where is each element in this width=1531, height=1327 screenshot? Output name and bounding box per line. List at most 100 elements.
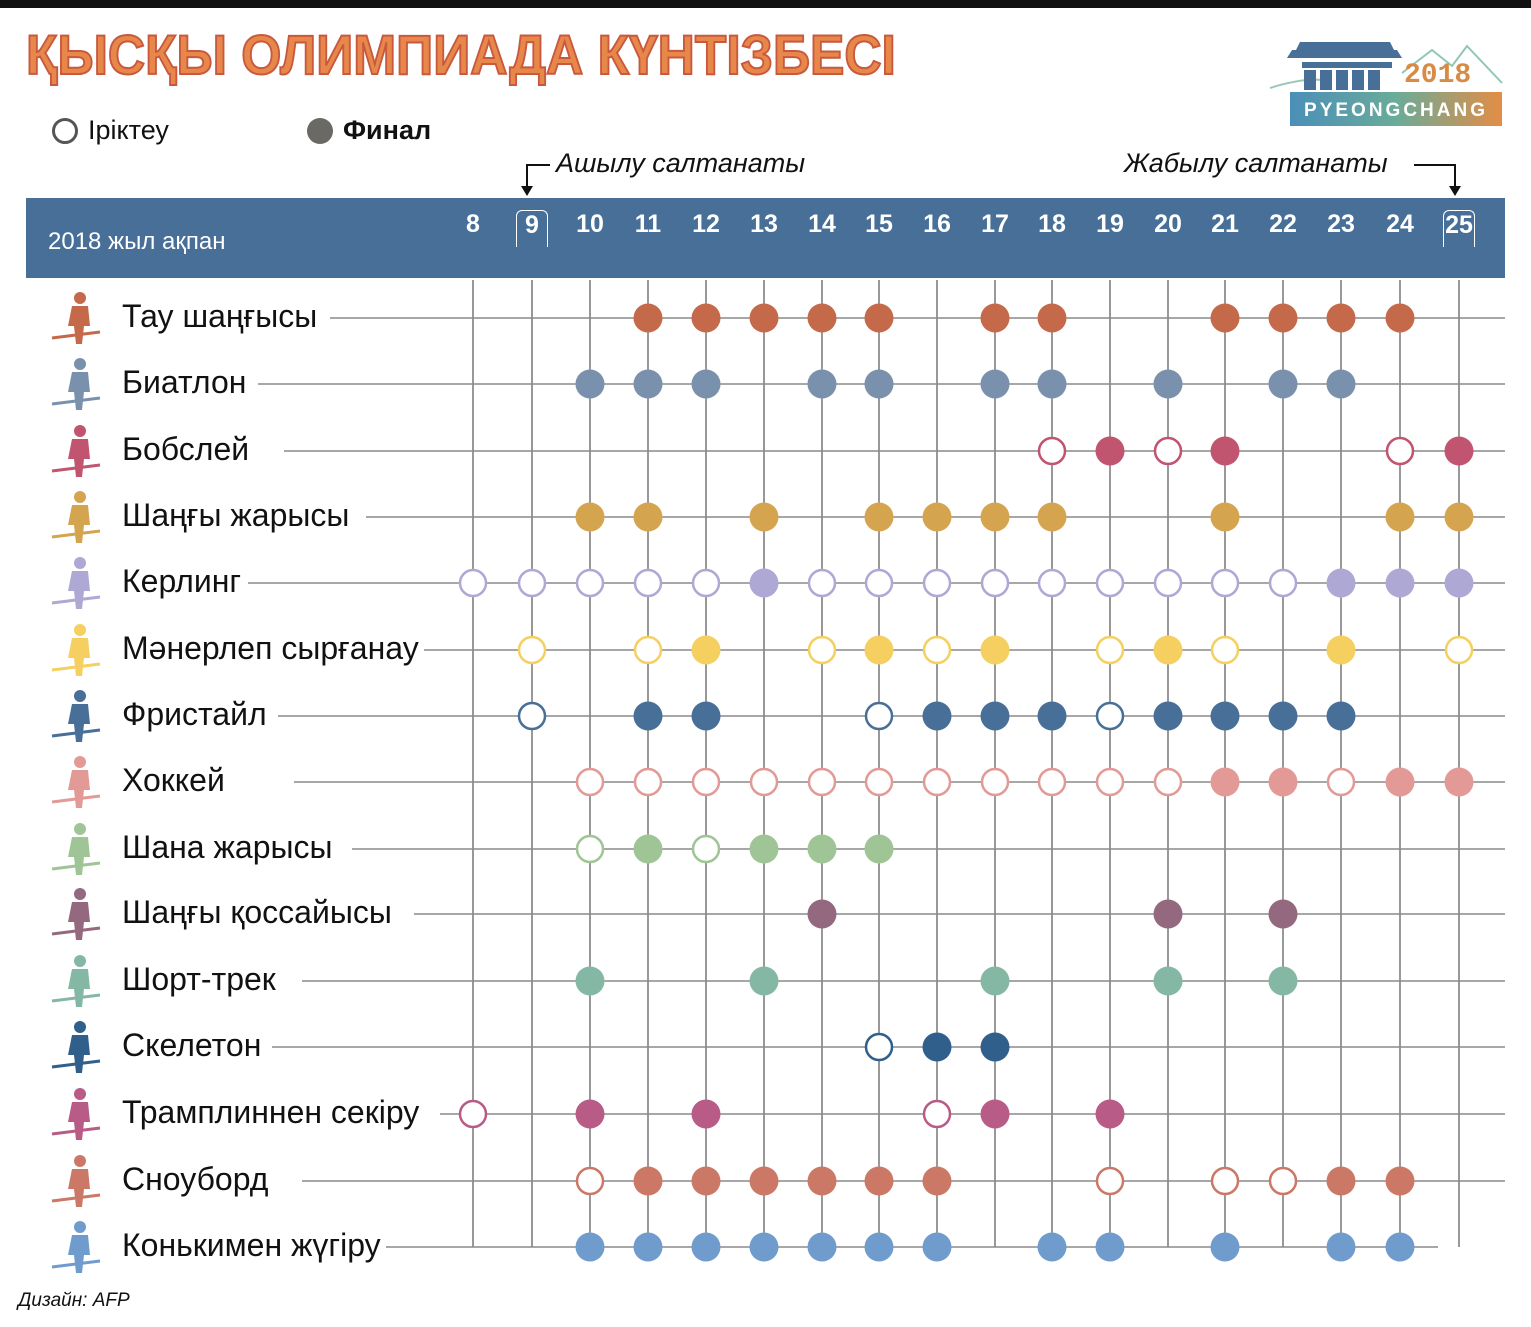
final-event-dot bbox=[922, 1232, 952, 1262]
qualifying-event-dot bbox=[749, 767, 779, 797]
final-event-dot bbox=[1444, 767, 1474, 797]
opening-ceremony-leader bbox=[526, 164, 550, 166]
sport-label: Шаңғы қоссайысы bbox=[122, 894, 396, 930]
sport-silhouette-icon bbox=[40, 421, 110, 481]
final-event-dot bbox=[980, 369, 1010, 399]
final-event-dot bbox=[691, 1232, 721, 1262]
filled-circle-icon bbox=[307, 117, 333, 144]
final-event-dot bbox=[922, 1166, 952, 1196]
day-16: 16 bbox=[923, 210, 951, 238]
qualifying-event-dot bbox=[1095, 1166, 1125, 1196]
final-event-dot bbox=[864, 635, 894, 665]
pyeongchang-2018-logo: 2018 PYEONGCHANG bbox=[1269, 42, 1503, 126]
qualifying-event-dot bbox=[980, 767, 1010, 797]
qualifying-event-dot bbox=[633, 635, 663, 665]
qualifying-event-dot bbox=[1037, 767, 1067, 797]
legend-final-label: Финал bbox=[343, 115, 432, 145]
legend-final: Финал bbox=[307, 115, 431, 146]
closing-ceremony-label: Жабылу салтанаты bbox=[1124, 148, 1388, 178]
final-event-dot bbox=[1326, 1166, 1356, 1196]
sport-label: Конькимен жүгіру bbox=[122, 1227, 385, 1263]
sport-label: Керлинг bbox=[122, 563, 246, 599]
qualifying-event-dot bbox=[1210, 1166, 1240, 1196]
qualifying-event-dot bbox=[1326, 767, 1356, 797]
qualifying-event-dot bbox=[1095, 568, 1125, 598]
final-event-dot bbox=[807, 834, 837, 864]
qualifying-event-dot bbox=[575, 834, 605, 864]
sport-label: Тау шаңғысы bbox=[122, 298, 322, 334]
day-17: 17 bbox=[981, 210, 1009, 238]
sport-label: Трамплиннен секіру bbox=[122, 1094, 424, 1130]
sport-silhouette-icon bbox=[40, 553, 110, 613]
final-event-dot bbox=[1210, 502, 1240, 532]
final-event-dot bbox=[691, 369, 721, 399]
final-event-dot bbox=[633, 701, 663, 731]
qualifying-event-dot bbox=[517, 635, 547, 665]
final-event-dot bbox=[691, 701, 721, 731]
day-21: 21 bbox=[1211, 210, 1239, 238]
qualifying-event-dot bbox=[1153, 767, 1183, 797]
qualifying-event-dot bbox=[864, 701, 894, 731]
final-event-dot bbox=[807, 369, 837, 399]
day-15: 15 bbox=[865, 210, 893, 238]
qualifying-event-dot bbox=[1095, 767, 1125, 797]
final-event-dot bbox=[922, 502, 952, 532]
final-event-dot bbox=[1385, 303, 1415, 333]
sport-label: Шаңғы жарысы bbox=[122, 497, 354, 533]
legend-qualifying: Іріктеу bbox=[52, 115, 169, 146]
qualifying-event-dot bbox=[575, 767, 605, 797]
arrow-down-icon bbox=[1449, 186, 1461, 196]
day-22: 22 bbox=[1269, 210, 1297, 238]
day-24: 24 bbox=[1386, 210, 1414, 238]
qualifying-event-dot bbox=[691, 834, 721, 864]
final-event-dot bbox=[1326, 701, 1356, 731]
qualifying-event-dot bbox=[633, 568, 663, 598]
sport-silhouette-icon bbox=[40, 1084, 110, 1144]
final-event-dot bbox=[633, 502, 663, 532]
opening-ceremony-label: Ашылу салтанаты bbox=[556, 148, 806, 178]
final-event-dot bbox=[749, 834, 779, 864]
final-event-dot bbox=[980, 1099, 1010, 1129]
final-event-dot bbox=[980, 701, 1010, 731]
final-event-dot bbox=[980, 635, 1010, 665]
month-label: 2018 жыл ақпан bbox=[48, 228, 226, 255]
final-event-dot bbox=[633, 1232, 663, 1262]
day-14: 14 bbox=[808, 210, 836, 238]
final-event-dot bbox=[864, 834, 894, 864]
sport-silhouette-icon bbox=[40, 487, 110, 547]
qualifying-event-dot bbox=[458, 1099, 488, 1129]
final-event-dot bbox=[749, 1232, 779, 1262]
qualifying-event-dot bbox=[691, 767, 721, 797]
day-13: 13 bbox=[750, 210, 778, 238]
legend-qualifying-label: Іріктеу bbox=[88, 115, 169, 145]
final-event-dot bbox=[980, 966, 1010, 996]
final-event-dot bbox=[575, 369, 605, 399]
day-11: 11 bbox=[634, 210, 662, 238]
sport-label: Мәнерлеп сырғанау bbox=[122, 630, 423, 666]
closing-ceremony-leader bbox=[1414, 164, 1456, 166]
final-event-dot bbox=[1210, 701, 1240, 731]
final-event-dot bbox=[1444, 568, 1474, 598]
qualifying-event-dot bbox=[922, 635, 952, 665]
final-event-dot bbox=[864, 502, 894, 532]
final-event-dot bbox=[633, 303, 663, 333]
final-event-dot bbox=[1326, 1232, 1356, 1262]
qualifying-event-dot bbox=[458, 568, 488, 598]
final-event-dot bbox=[807, 1232, 837, 1262]
sport-label: Биатлон bbox=[122, 364, 251, 400]
qualifying-event-dot bbox=[1444, 635, 1474, 665]
sport-label: Фристайл bbox=[122, 696, 271, 732]
sport-silhouette-icon bbox=[40, 620, 110, 680]
final-event-dot bbox=[749, 502, 779, 532]
sport-label: Шорт-трек bbox=[122, 961, 280, 997]
day-10: 10 bbox=[576, 210, 604, 238]
final-event-dot bbox=[864, 303, 894, 333]
qualifying-event-dot bbox=[1153, 568, 1183, 598]
svg-text:2018: 2018 bbox=[1404, 60, 1471, 91]
day-18: 18 bbox=[1038, 210, 1066, 238]
open-circle-icon bbox=[52, 117, 78, 144]
final-event-dot bbox=[864, 1166, 894, 1196]
sport-silhouette-icon bbox=[40, 1151, 110, 1211]
final-event-dot bbox=[1037, 502, 1067, 532]
qualifying-event-dot bbox=[575, 1166, 605, 1196]
